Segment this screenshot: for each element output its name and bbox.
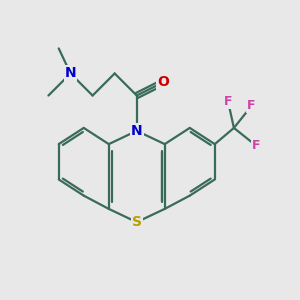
Text: F: F bbox=[247, 99, 256, 112]
Text: N: N bbox=[65, 66, 76, 80]
Text: F: F bbox=[252, 139, 260, 152]
Text: S: S bbox=[132, 215, 142, 229]
Text: N: N bbox=[131, 124, 142, 138]
Text: F: F bbox=[224, 95, 232, 108]
Text: O: O bbox=[157, 75, 169, 89]
